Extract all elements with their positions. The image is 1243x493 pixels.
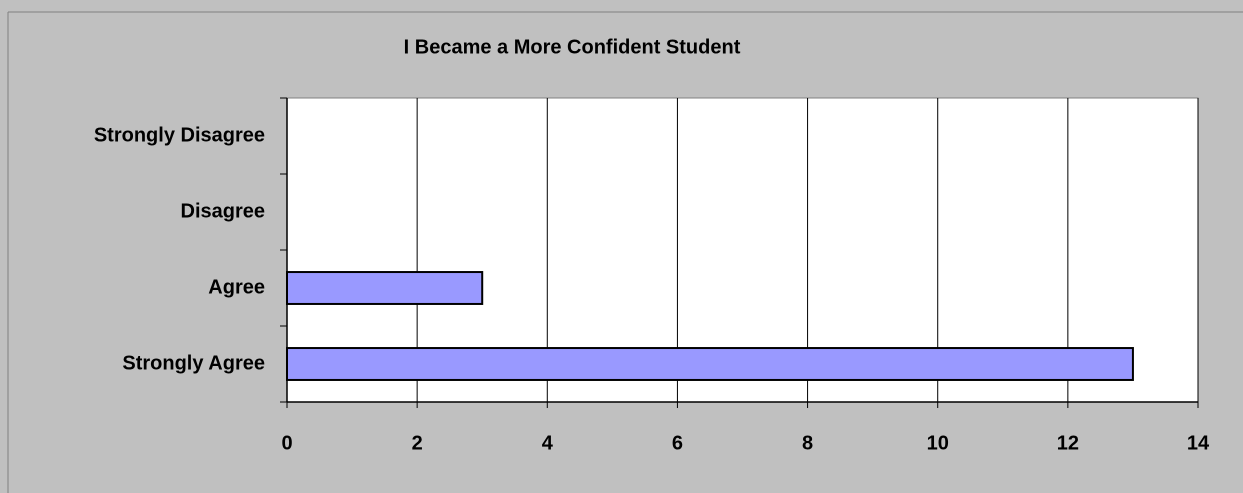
x-tick-label: 4 (542, 432, 554, 454)
x-tick-label: 2 (412, 432, 423, 454)
y-tick-label: Strongly Agree (122, 352, 265, 374)
bar (286, 347, 1134, 381)
y-tick-label: Disagree (181, 200, 266, 222)
y-tick-label: Agree (208, 276, 265, 298)
x-tick-label: 14 (1187, 432, 1210, 454)
x-tick-label: 8 (802, 432, 813, 454)
chart-title: I Became a More Confident Student (404, 36, 741, 58)
x-tick-label: 0 (281, 432, 292, 454)
x-tick-label: 6 (672, 432, 683, 454)
bar (286, 271, 484, 305)
x-tick-label: 10 (927, 432, 949, 454)
y-tick-label: Strongly Disagree (94, 124, 265, 146)
x-tick-label: 12 (1057, 432, 1079, 454)
